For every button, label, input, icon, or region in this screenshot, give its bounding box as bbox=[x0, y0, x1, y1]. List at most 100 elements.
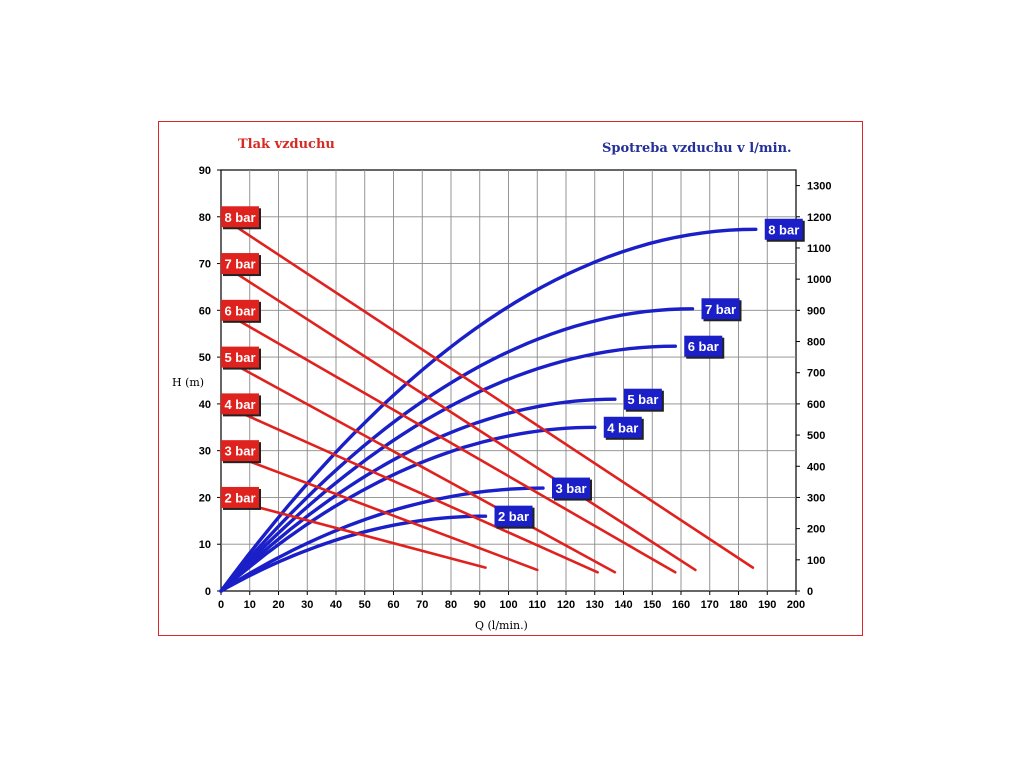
head-label-3-bar: 3 bar bbox=[221, 440, 261, 464]
x-tick-label: 140 bbox=[614, 599, 632, 611]
x-tick-label: 30 bbox=[301, 599, 313, 611]
y-axis-label: H (m) bbox=[172, 376, 205, 389]
label-text: 2 bar bbox=[224, 490, 255, 505]
y-right-tick-label: 1000 bbox=[807, 274, 831, 286]
label-text: 3 bar bbox=[555, 481, 586, 496]
x-axis-label: Q (l/min.) bbox=[475, 619, 528, 632]
x-tick-label: 70 bbox=[416, 599, 428, 611]
head-series-4-bar bbox=[219, 402, 599, 574]
y-right-tick-label: 1100 bbox=[807, 243, 831, 255]
grid bbox=[217, 169, 800, 595]
head-label-5-bar: 5 bar bbox=[221, 346, 261, 370]
x-tick-labels: 0 10 20 30 40 50 60 70 80 90 100 110 120 130 140 150 160… bbox=[218, 599, 805, 611]
air-series-2-bar bbox=[219, 514, 488, 593]
head-series-5-bar bbox=[219, 355, 617, 574]
x-tick-label: 110 bbox=[528, 599, 546, 611]
label-box bbox=[764, 218, 803, 240]
y-right-tick-label: 1300 bbox=[807, 181, 831, 193]
label-text: 4 bar bbox=[607, 420, 638, 435]
y-right-tick-label: 900 bbox=[807, 305, 825, 317]
air-series-3-bar bbox=[219, 486, 545, 593]
air-label-7-bar: 7 bar bbox=[701, 298, 742, 322]
x-tick-label: 150 bbox=[643, 599, 661, 611]
y-left-tick-label: 80 bbox=[199, 212, 211, 224]
label-box bbox=[221, 393, 259, 415]
head-series-8-bar bbox=[219, 215, 755, 569]
label-box bbox=[623, 388, 662, 410]
label-text: 4 bar bbox=[224, 397, 255, 412]
x-tick-label: 60 bbox=[387, 599, 399, 611]
label-box bbox=[221, 206, 259, 228]
y-right-tick-label: 300 bbox=[807, 492, 825, 504]
y-right-tick-label: 0 bbox=[807, 586, 813, 598]
label-box bbox=[603, 416, 642, 438]
x-tick-label: 10 bbox=[244, 599, 256, 611]
x-tick-label: 80 bbox=[445, 599, 457, 611]
label-text: 8 bar bbox=[768, 222, 799, 237]
label-box bbox=[221, 299, 259, 321]
label-text: 3 bar bbox=[224, 444, 255, 459]
x-tick-label: 180 bbox=[729, 599, 747, 611]
y-right-tick-label: 400 bbox=[807, 461, 825, 473]
chart-title-left: Tlak vzduchu bbox=[238, 137, 335, 152]
head-series-2-bar bbox=[219, 496, 487, 569]
x-tick-label: 200 bbox=[787, 599, 805, 611]
y-right-tick-label: 100 bbox=[807, 555, 825, 567]
label-box bbox=[221, 486, 259, 508]
air-series-4-bar bbox=[219, 425, 597, 593]
x-tick-label: 50 bbox=[359, 599, 371, 611]
air-label-4-bar: 4 bar bbox=[603, 416, 644, 440]
head-label-4-bar: 4 bar bbox=[221, 393, 261, 417]
head-series-3-bar bbox=[219, 449, 539, 572]
label-text: 2 bar bbox=[498, 509, 529, 524]
label-text: 5 bar bbox=[627, 392, 658, 407]
y-right-tick-label: 800 bbox=[807, 337, 825, 349]
y-left-tick-label: 20 bbox=[199, 492, 211, 504]
label-text: 7 bar bbox=[705, 302, 736, 317]
y-right-tick-label: 200 bbox=[807, 524, 825, 536]
head-label-6-bar: 6 bar bbox=[221, 299, 261, 323]
x-tick-label: 20 bbox=[272, 599, 284, 611]
air-label-8-bar: 8 bar bbox=[764, 218, 805, 242]
label-text: 8 bar bbox=[224, 210, 255, 225]
label-text: 5 bar bbox=[224, 350, 255, 365]
label-box bbox=[552, 477, 590, 499]
air-label-2-bar: 2 bar bbox=[494, 505, 535, 529]
label-text: 6 bar bbox=[688, 339, 719, 354]
head-label-7-bar: 7 bar bbox=[221, 253, 261, 277]
x-tick-label: 100 bbox=[499, 599, 517, 611]
x-tick-label: 120 bbox=[557, 599, 575, 611]
y-right-tick-labels: 0 100 200 300 400 500 600 700 800 900 1000 1100 1200… bbox=[807, 181, 831, 598]
x-tick-label: 130 bbox=[586, 599, 604, 611]
x-tick-label: 90 bbox=[474, 599, 486, 611]
label-box bbox=[701, 298, 740, 320]
y-left-tick-label: 90 bbox=[199, 165, 211, 177]
head-series-6-bar bbox=[219, 309, 677, 574]
y-left-tick-label: 70 bbox=[199, 259, 211, 271]
air-series-7-bar bbox=[219, 307, 695, 593]
x-tick-label: 40 bbox=[330, 599, 342, 611]
air-label-5-bar: 5 bar bbox=[623, 388, 664, 412]
x-tick-label: 160 bbox=[672, 599, 690, 611]
head-label-2-bar: 2 bar bbox=[221, 486, 261, 510]
chart-title-right: Spotreba vzduchu v l/min. bbox=[602, 141, 792, 156]
label-text: 7 bar bbox=[224, 257, 255, 272]
y-left-tick-label: 50 bbox=[199, 352, 211, 364]
head-label-8-bar: 8 bar bbox=[221, 206, 261, 230]
label-box bbox=[221, 253, 259, 275]
air-label-6-bar: 6 bar bbox=[684, 335, 725, 359]
air-series-5-bar bbox=[219, 397, 617, 593]
label-box bbox=[221, 440, 259, 462]
air-label-3-bar: 3 bar bbox=[552, 477, 592, 501]
y-left-tick-label: 40 bbox=[199, 399, 211, 411]
head-series bbox=[219, 215, 755, 574]
y-right-tick-label: 600 bbox=[807, 399, 825, 411]
air-consumption-series bbox=[219, 227, 758, 593]
x-tick-label: 170 bbox=[701, 599, 719, 611]
label-box bbox=[494, 505, 533, 527]
air-series-8-bar bbox=[219, 227, 758, 593]
x-tick-label: 0 bbox=[218, 599, 224, 611]
head-series-7-bar bbox=[219, 262, 697, 572]
y-left-tick-label: 10 bbox=[199, 539, 211, 551]
